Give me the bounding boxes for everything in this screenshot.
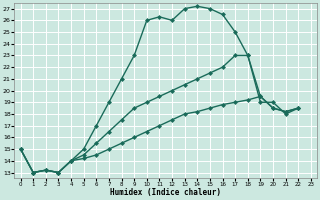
X-axis label: Humidex (Indice chaleur): Humidex (Indice chaleur) — [110, 188, 221, 197]
